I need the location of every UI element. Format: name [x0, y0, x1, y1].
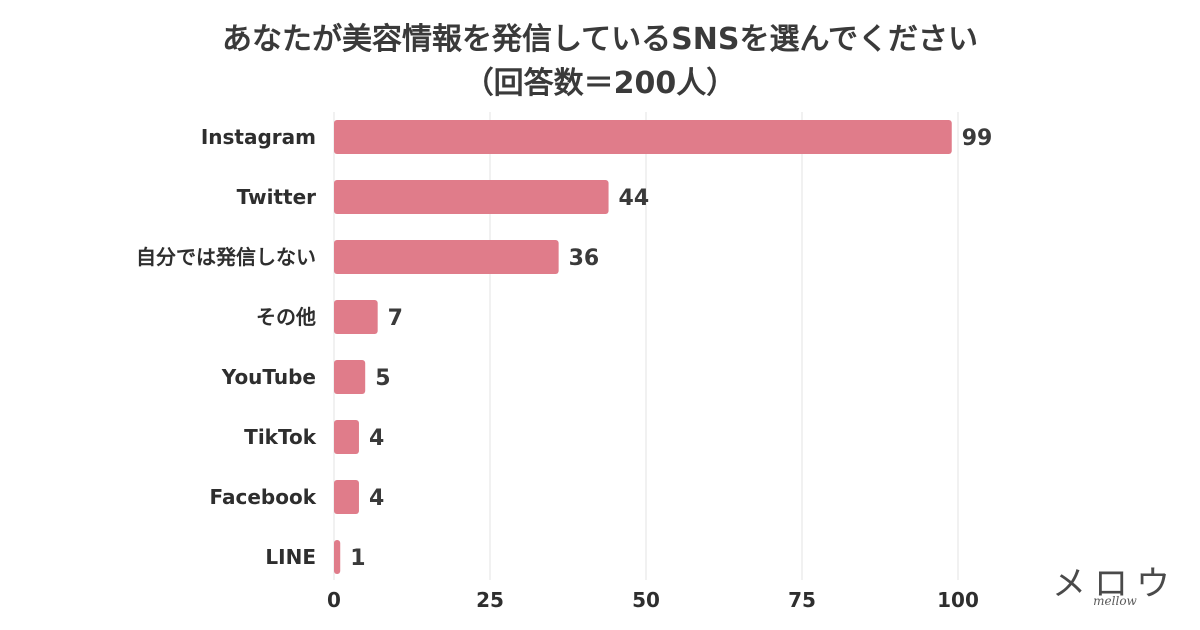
value-label: 44 [619, 186, 650, 211]
bar [334, 420, 359, 454]
chart-title-line2: （回答数＝200人） [463, 66, 737, 101]
x-tick-label: 25 [476, 588, 504, 612]
x-tick-label: 75 [788, 588, 816, 612]
category-label: その他 [256, 305, 316, 329]
value-label: 5 [375, 366, 390, 391]
value-label: 1 [350, 546, 365, 571]
x-tick-label: 0 [327, 588, 341, 612]
category-label: Facebook [209, 485, 316, 509]
category-label: Twitter [237, 185, 316, 209]
value-label: 36 [569, 246, 600, 271]
value-label: 4 [369, 426, 384, 451]
chart-title: あなたが美容情報を発信しているSNSを選んでください （回答数＝200人） [0, 18, 1200, 106]
category-label: 自分では発信しない [136, 245, 316, 269]
mellow-logo: メロウ mellow [1050, 556, 1180, 616]
x-tick-label: 50 [632, 588, 660, 612]
bar [334, 540, 341, 574]
category-label: TikTok [244, 425, 317, 449]
bar [334, 180, 609, 214]
bar [334, 360, 366, 394]
value-label: 7 [388, 306, 403, 331]
chart-title-line1: あなたが美容情報を発信しているSNSを選んでください [222, 22, 978, 57]
value-label: 99 [962, 126, 993, 151]
category-label: YouTube [221, 365, 316, 389]
value-label: 4 [369, 486, 384, 511]
bar [334, 480, 359, 514]
category-label: LINE [265, 545, 316, 569]
logo-main-text: メロウ [1052, 564, 1178, 604]
x-tick-label: 100 [937, 588, 979, 612]
bar [334, 120, 952, 154]
category-label: Instagram [201, 125, 316, 149]
bar [334, 300, 378, 334]
logo-sub-text: mellow [1093, 594, 1137, 608]
bar [334, 240, 559, 274]
